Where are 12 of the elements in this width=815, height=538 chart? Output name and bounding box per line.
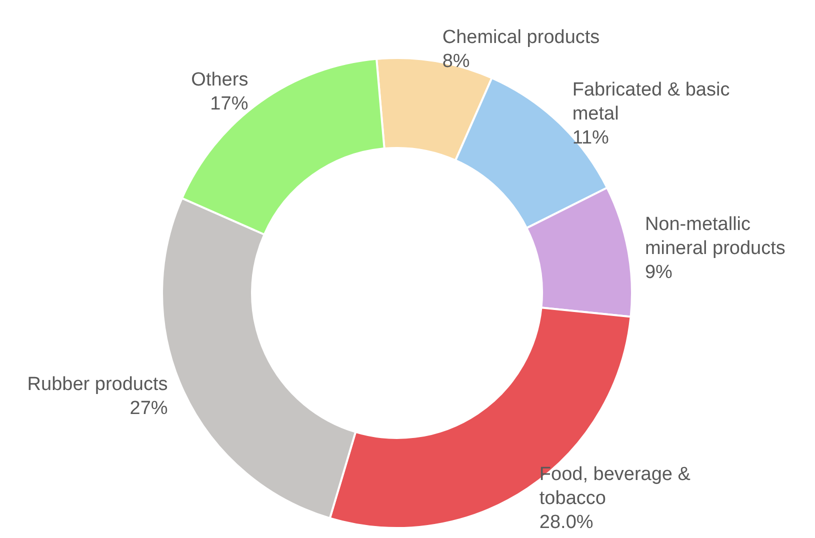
data-label: 28.0% bbox=[539, 512, 594, 533]
slice-label: Non-metallic mineral products bbox=[644, 214, 786, 259]
slice-label: Others bbox=[191, 70, 248, 91]
slice-label: Fabricated & basic metal bbox=[572, 80, 735, 125]
slice-label: Food, beverage & tobacco bbox=[539, 464, 696, 509]
slice-label: Chemical products bbox=[442, 26, 600, 48]
data-label: 11% bbox=[572, 128, 610, 149]
slice-label: Rubber products bbox=[27, 374, 168, 396]
data-label: 8% bbox=[442, 50, 470, 72]
data-label: 27% bbox=[130, 398, 168, 420]
data-label: 9% bbox=[644, 262, 673, 283]
data-label: 17% bbox=[210, 94, 248, 115]
